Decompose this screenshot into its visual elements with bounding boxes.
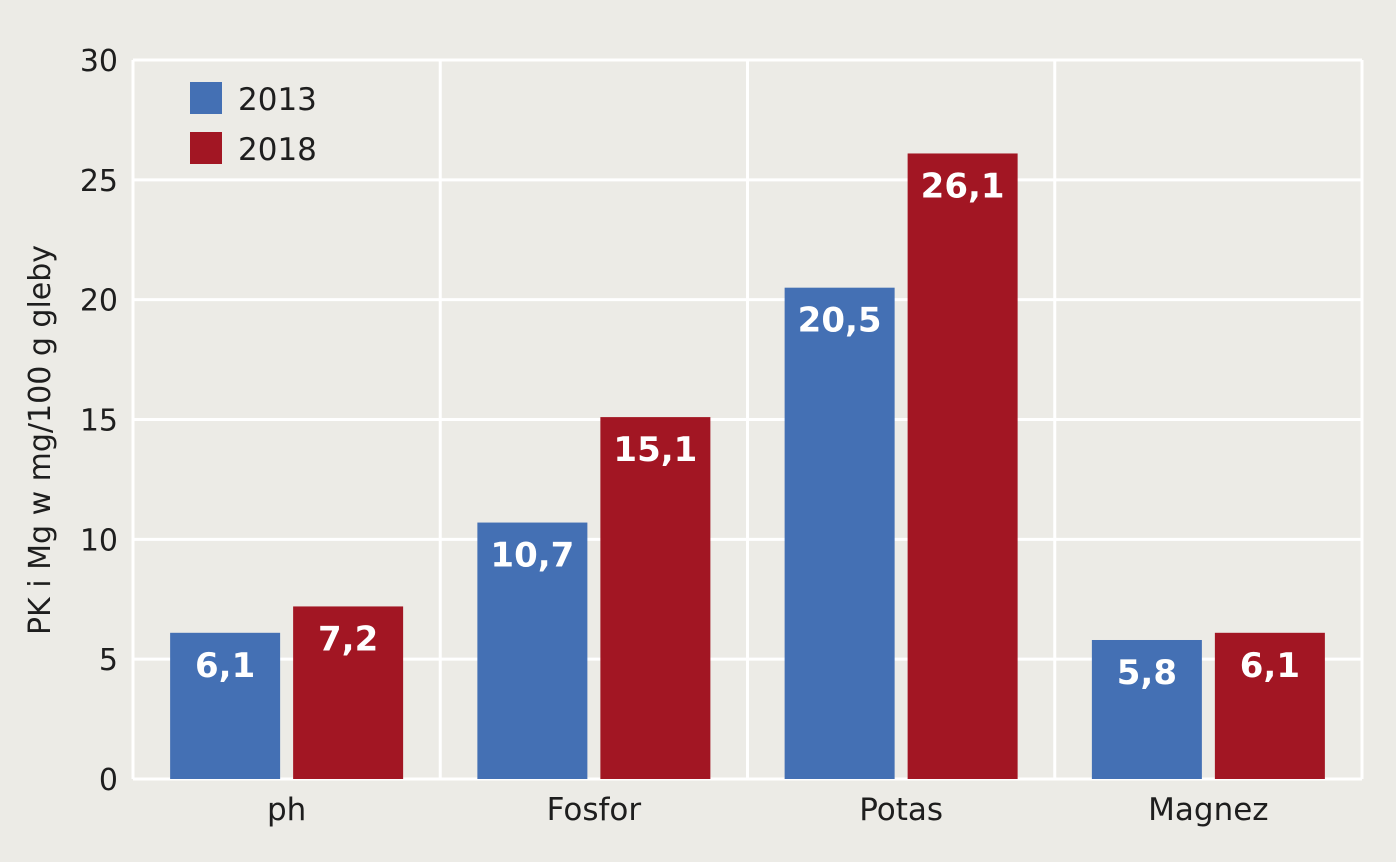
data-label-2013-potas: 20,5 <box>798 301 882 341</box>
y-tick-label: 20 <box>80 284 118 319</box>
x-tick-label-magnez: Magnez <box>1148 792 1268 828</box>
legend-swatch-2013 <box>190 82 222 114</box>
legend: 2013 2018 <box>190 82 317 168</box>
y-tick-label: 25 <box>80 164 118 199</box>
bar-2013-ph <box>170 632 281 779</box>
bar-2013-fosfor <box>477 522 588 779</box>
bar-2018-ph <box>293 606 404 779</box>
legend-label-2018: 2018 <box>238 132 317 168</box>
data-label-2018-fosfor: 15,1 <box>613 430 697 470</box>
data-label-2018-magnez: 6,1 <box>1240 646 1300 686</box>
bar-2018-fosfor <box>600 417 711 779</box>
y-tick-label: 15 <box>80 404 118 439</box>
data-label-2018-ph: 7,2 <box>318 619 378 659</box>
y-tick-label: 10 <box>80 523 118 558</box>
y-tick-label: 30 <box>80 44 118 79</box>
y-axis-ticks: 0 5 10 15 20 25 30 <box>80 44 118 798</box>
y-axis-title: PK i Mg w mg/100 g gleby <box>23 245 58 635</box>
y-tick-label: 0 <box>99 763 118 798</box>
bar-2018-magnez <box>1214 632 1325 779</box>
legend-label-2013: 2013 <box>238 82 317 118</box>
data-label-2018-potas: 26,1 <box>921 166 1005 206</box>
x-tick-label-potas: Potas <box>859 792 943 828</box>
data-label-2013-fosfor: 10,7 <box>490 536 574 576</box>
bars <box>170 153 1325 780</box>
data-label-2013-ph: 6,1 <box>195 646 255 686</box>
bar-2013-magnez <box>1091 639 1202 779</box>
y-tick-label: 5 <box>99 643 118 678</box>
bar-2013-potas <box>784 287 895 779</box>
x-tick-label-ph: ph <box>267 792 306 828</box>
data-label-2013-magnez: 5,8 <box>1117 653 1177 693</box>
data-labels: 6,1 7,2 10,7 15,1 20,5 26,1 5,8 6,1 <box>195 166 1300 693</box>
x-tick-label-fosfor: Fosfor <box>547 792 642 828</box>
x-axis-ticks: ph Fosfor Potas Magnez <box>267 792 1269 828</box>
bar-2018-potas <box>907 153 1018 780</box>
legend-swatch-2018 <box>190 132 222 164</box>
